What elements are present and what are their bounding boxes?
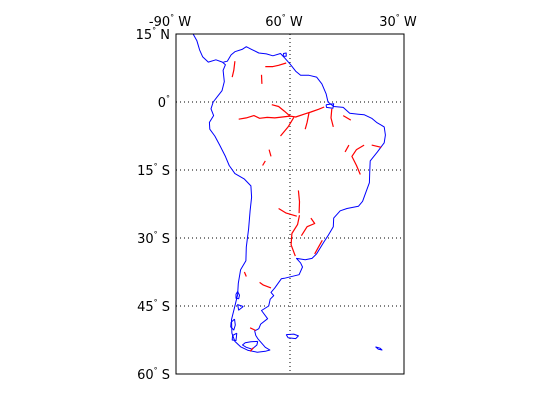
river [330,108,334,128]
river [249,327,257,332]
river [304,112,310,130]
river [290,215,301,257]
latitude-tick-label: 15° N [136,26,170,43]
river [268,149,272,157]
river [265,62,287,68]
coastline [285,333,299,340]
coastline [242,340,259,350]
latitude-tick-label: 45° S [137,298,170,315]
coastline [325,103,335,109]
river [371,144,382,148]
latitude-tick-label: 30° S [137,230,170,247]
latitude-tick-label: 0° [158,94,170,111]
river [278,207,297,217]
graticule-grid [176,34,404,374]
latitude-tick-label: 60° S [137,366,170,383]
river [238,106,325,120]
longitude-tick-label: 30° W [379,13,417,30]
coastline [282,52,287,57]
river [249,347,254,352]
coastline [375,346,383,351]
river [231,61,236,78]
coastline [231,332,238,341]
river [351,144,365,175]
coastline [230,318,236,331]
latitude-tick-label: 15° S [137,162,170,179]
river [297,190,301,214]
river [262,160,266,166]
longitude-tick-label: 60° W [265,13,303,30]
river [243,271,247,277]
river [259,281,272,289]
river [271,104,291,117]
tick-labels: -90° W 60° W 30° W 15° N 0° 15° S 30° S 45° S 60… [136,13,417,383]
coastline [183,33,386,353]
rivers [231,61,382,352]
coastlines [183,33,386,353]
longitude-tick-label: -90° W [149,13,191,30]
map-frame [175,33,405,375]
river [314,240,323,255]
coastline [237,304,244,311]
river [342,115,352,121]
river [344,144,350,153]
river [300,217,316,237]
river [280,117,295,137]
coastline [235,291,240,300]
